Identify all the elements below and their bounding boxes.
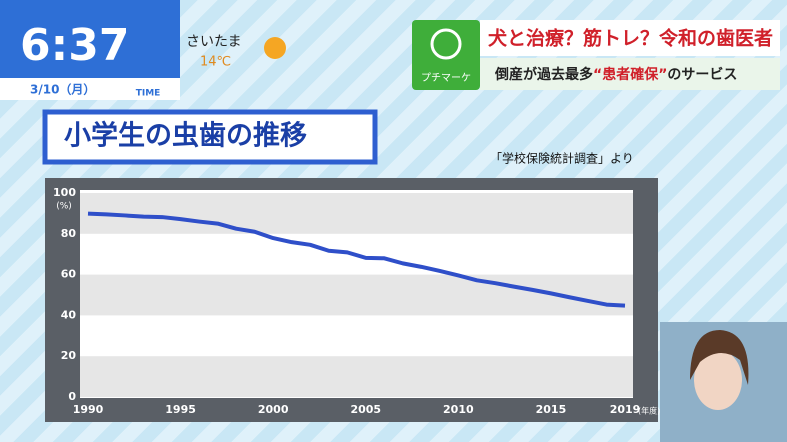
source: 「学校保険統計調査」より [490, 151, 634, 166]
program-top: THE [139, 79, 156, 88]
date-bar [0, 78, 180, 100]
y-tick-label: 100 [53, 186, 76, 199]
title-box [42, 109, 378, 165]
x-tick-label: 2010 [443, 403, 474, 416]
x-tick-label: 2005 [350, 403, 381, 416]
date: 3/10（月） [30, 82, 95, 97]
grid-band [80, 274, 633, 316]
headline-box [480, 20, 780, 56]
program-bottom: TIME [136, 89, 161, 99]
headline: 犬と治療？筋トレ？令和の歯医者 [488, 27, 773, 50]
y-tick-label: 20 [61, 349, 77, 362]
badge [412, 20, 480, 90]
y-unit: (%) [56, 202, 72, 212]
badge-icon [430, 28, 462, 60]
clock-time: 6:37 [20, 20, 129, 71]
city: さいたま [186, 34, 242, 50]
subheadline: 倒産が過去最多“患者確保”のサービス [494, 66, 737, 83]
x-unit: (年度) [638, 406, 660, 416]
x-tick-label: 1990 [73, 403, 104, 416]
y-tick-label: 40 [61, 308, 77, 321]
presenter-hair [690, 330, 749, 385]
grid-band [80, 356, 633, 397]
temperature: 14℃ [200, 55, 231, 70]
chart-title: 小学生の虫歯の推移 [64, 120, 307, 152]
grid-band [80, 193, 633, 234]
x-tick-label: 1995 [165, 403, 196, 416]
y-tick-label: 0 [68, 390, 76, 403]
y-tick-label: 80 [61, 227, 77, 240]
sun-icon [264, 37, 286, 59]
x-tick-label: 2000 [258, 403, 289, 416]
badge-text: プチマーケ [421, 72, 471, 84]
x-tick-label: 2019 [610, 403, 641, 416]
sub-box [480, 58, 780, 90]
x-tick-label: 2015 [536, 403, 567, 416]
y-tick-label: 60 [61, 268, 77, 281]
data-line [87, 211, 626, 308]
presenter-face [694, 350, 742, 410]
